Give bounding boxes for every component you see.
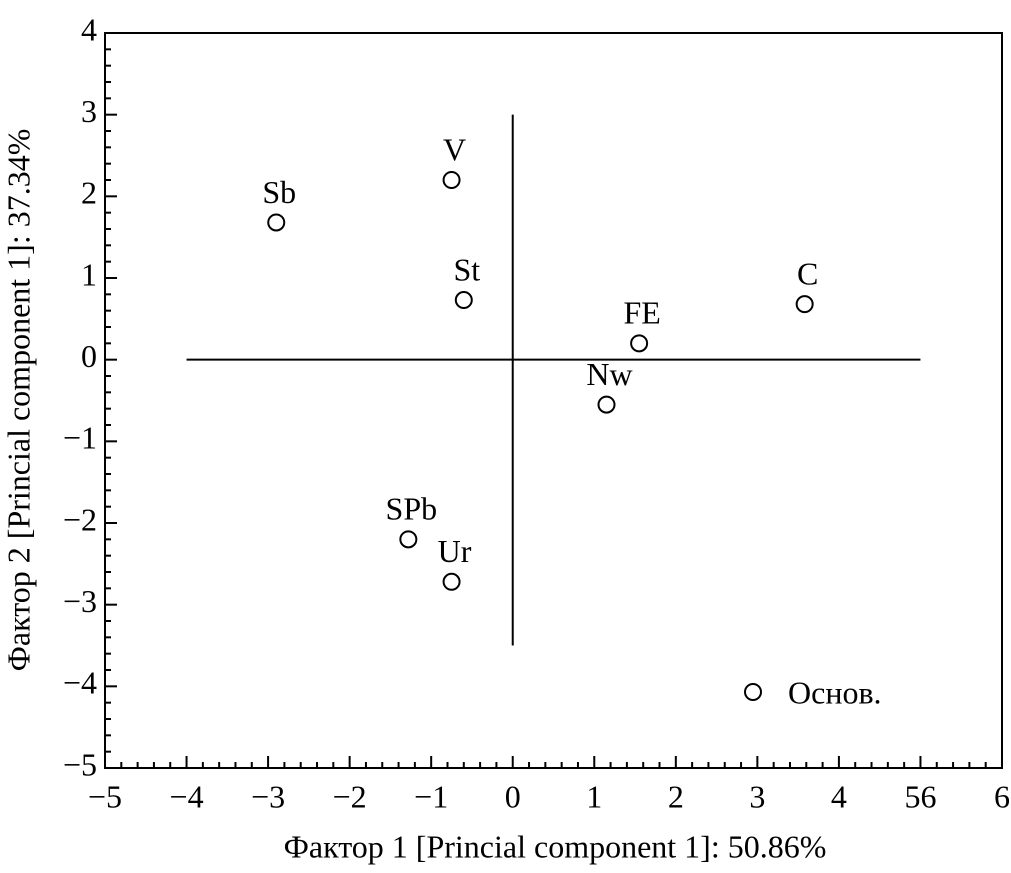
- data-point: [399, 530, 418, 549]
- data-point: [630, 334, 649, 353]
- y-tick-label: −4: [63, 665, 97, 701]
- y-axis-title: Фактор 2 [Princial component 1]: 37.34%: [0, 129, 36, 672]
- data-point: [795, 295, 814, 314]
- data-point: [267, 213, 286, 232]
- point-label: FE: [623, 295, 660, 331]
- y-tick-label: 4: [81, 11, 97, 47]
- x-tick-label: 2: [668, 778, 684, 814]
- y-tick-label: −2: [63, 501, 97, 537]
- point-label: SPb: [386, 491, 438, 527]
- y-tick-label: −5: [63, 746, 97, 782]
- data-point: [454, 291, 473, 310]
- x-tick-label: −5: [88, 778, 122, 814]
- legend-marker: [744, 683, 762, 701]
- x-tick-label: 0: [505, 778, 521, 814]
- y-tick-label: 1: [81, 256, 97, 292]
- x-tick-label: −1: [414, 778, 448, 814]
- point-label: St: [453, 251, 480, 287]
- x-tick-label: 1: [586, 778, 602, 814]
- y-tick-label: 3: [81, 93, 97, 129]
- data-point: [597, 395, 616, 414]
- y-tick-label: 2: [81, 175, 97, 211]
- x-tick-label: −3: [251, 778, 285, 814]
- x-tick-label: 4: [831, 778, 847, 814]
- x-tick-label: −2: [333, 778, 367, 814]
- point-label: Sb: [262, 174, 296, 210]
- plot-frame: [104, 32, 1003, 769]
- y-tick-label: −1: [63, 420, 97, 456]
- point-label: C: [797, 255, 818, 291]
- x-axis-title: Фактор 1 [Princial component 1]: 50.86%: [284, 828, 827, 864]
- legend-label: Основ.: [788, 674, 882, 710]
- x-tick-label: −4: [170, 778, 204, 814]
- point-label: Ur: [438, 533, 472, 569]
- y-tick-label: 0: [81, 338, 97, 374]
- data-point: [442, 572, 461, 591]
- data-point: [442, 171, 461, 189]
- point-label: V: [443, 131, 466, 167]
- x-tick-label: 6: [994, 778, 1010, 814]
- x-tick-label: 3: [749, 778, 765, 814]
- x-tick-label: 56: [904, 778, 936, 814]
- y-tick-label: −3: [63, 583, 97, 619]
- point-label: Nw: [586, 356, 632, 392]
